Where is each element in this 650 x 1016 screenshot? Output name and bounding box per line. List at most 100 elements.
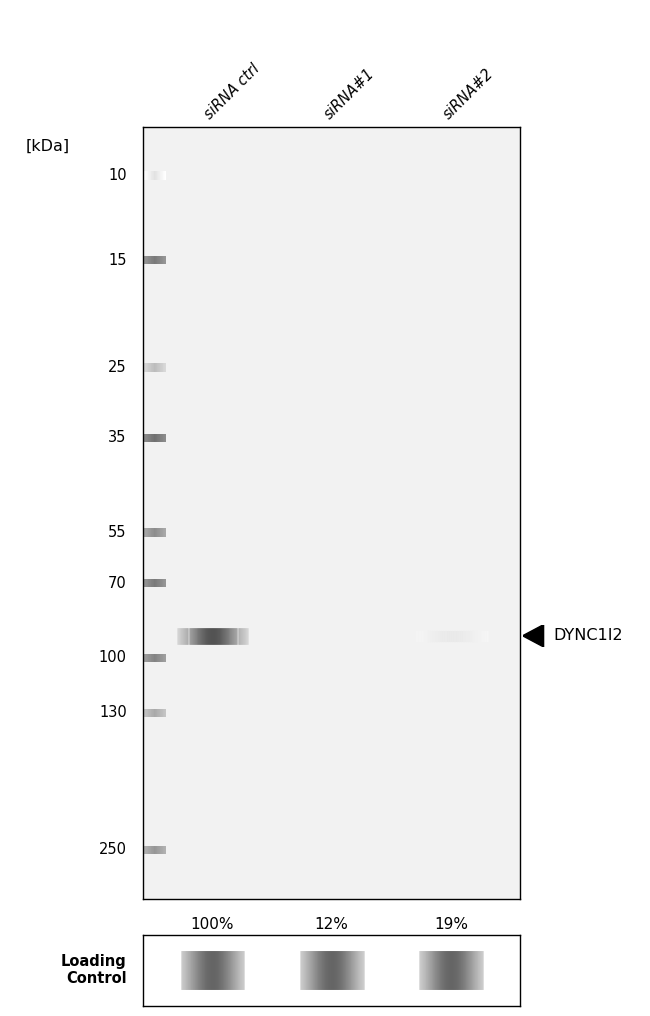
Bar bbox=[153, 528, 154, 536]
Bar bbox=[163, 528, 164, 536]
Bar bbox=[161, 845, 162, 854]
Bar bbox=[162, 256, 163, 264]
Bar bbox=[145, 653, 146, 662]
Bar bbox=[150, 171, 151, 180]
Bar bbox=[154, 171, 155, 180]
Bar bbox=[159, 171, 160, 180]
Bar bbox=[163, 171, 164, 180]
Bar bbox=[148, 434, 149, 442]
Bar bbox=[165, 708, 166, 717]
Bar bbox=[147, 434, 148, 442]
Bar bbox=[147, 171, 148, 180]
Bar bbox=[155, 653, 156, 662]
Bar bbox=[146, 579, 147, 587]
Bar bbox=[164, 845, 165, 854]
Bar bbox=[146, 171, 147, 180]
Bar bbox=[155, 708, 156, 717]
Bar bbox=[150, 708, 151, 717]
Bar bbox=[161, 708, 162, 717]
Bar bbox=[155, 434, 156, 442]
Bar bbox=[151, 363, 152, 372]
Bar bbox=[160, 434, 161, 442]
Bar bbox=[159, 256, 160, 264]
Bar bbox=[149, 653, 150, 662]
Bar bbox=[158, 434, 159, 442]
Bar bbox=[157, 171, 158, 180]
Bar bbox=[152, 363, 153, 372]
Bar bbox=[161, 256, 162, 264]
Bar bbox=[153, 845, 154, 854]
Text: 100%: 100% bbox=[190, 917, 234, 933]
Bar bbox=[154, 653, 155, 662]
Bar bbox=[146, 653, 147, 662]
Text: siRNA#2: siRNA#2 bbox=[440, 66, 497, 122]
Bar bbox=[163, 363, 164, 372]
Bar bbox=[162, 579, 163, 587]
Bar bbox=[149, 845, 150, 854]
Bar bbox=[163, 845, 164, 854]
Bar bbox=[144, 256, 145, 264]
Bar bbox=[165, 434, 166, 442]
Bar bbox=[149, 434, 150, 442]
Bar bbox=[163, 256, 164, 264]
Bar bbox=[159, 363, 160, 372]
Bar bbox=[153, 171, 154, 180]
Bar bbox=[145, 708, 146, 717]
Bar bbox=[154, 434, 155, 442]
Bar bbox=[151, 171, 152, 180]
Bar bbox=[150, 256, 151, 264]
Bar bbox=[162, 434, 163, 442]
Bar bbox=[153, 363, 154, 372]
Bar bbox=[162, 708, 163, 717]
Bar bbox=[162, 363, 163, 372]
Bar bbox=[152, 579, 153, 587]
Bar bbox=[153, 434, 154, 442]
Bar bbox=[160, 528, 161, 536]
Bar bbox=[165, 653, 166, 662]
Bar bbox=[148, 708, 149, 717]
Bar bbox=[145, 579, 146, 587]
Bar bbox=[165, 363, 166, 372]
Bar bbox=[161, 528, 162, 536]
Bar bbox=[148, 579, 149, 587]
Bar bbox=[144, 171, 145, 180]
Bar bbox=[160, 708, 161, 717]
Bar bbox=[150, 579, 151, 587]
Bar bbox=[160, 363, 161, 372]
Bar bbox=[161, 579, 162, 587]
Bar bbox=[153, 653, 154, 662]
Bar bbox=[147, 579, 148, 587]
Bar bbox=[159, 708, 160, 717]
Bar bbox=[155, 528, 156, 536]
Bar bbox=[164, 653, 165, 662]
Bar bbox=[154, 579, 155, 587]
Bar bbox=[150, 528, 151, 536]
Bar bbox=[160, 579, 161, 587]
Bar bbox=[148, 363, 149, 372]
Bar bbox=[146, 363, 147, 372]
Bar bbox=[152, 845, 153, 854]
Bar bbox=[145, 845, 146, 854]
Bar bbox=[151, 708, 152, 717]
Text: siRNA ctrl: siRNA ctrl bbox=[202, 61, 263, 122]
Bar bbox=[152, 528, 153, 536]
Text: 15: 15 bbox=[109, 253, 127, 268]
Bar bbox=[158, 256, 159, 264]
Bar bbox=[158, 579, 159, 587]
Bar bbox=[152, 708, 153, 717]
Bar bbox=[147, 708, 148, 717]
Bar bbox=[154, 845, 155, 854]
Bar bbox=[164, 171, 165, 180]
Bar bbox=[156, 708, 157, 717]
Bar bbox=[148, 528, 149, 536]
Bar bbox=[152, 171, 153, 180]
Bar bbox=[159, 845, 160, 854]
Bar bbox=[143, 528, 144, 536]
Bar bbox=[148, 256, 149, 264]
Bar bbox=[162, 653, 163, 662]
Bar bbox=[158, 171, 159, 180]
Bar bbox=[154, 256, 155, 264]
Bar bbox=[165, 579, 166, 587]
Bar bbox=[160, 845, 161, 854]
Bar bbox=[147, 256, 148, 264]
